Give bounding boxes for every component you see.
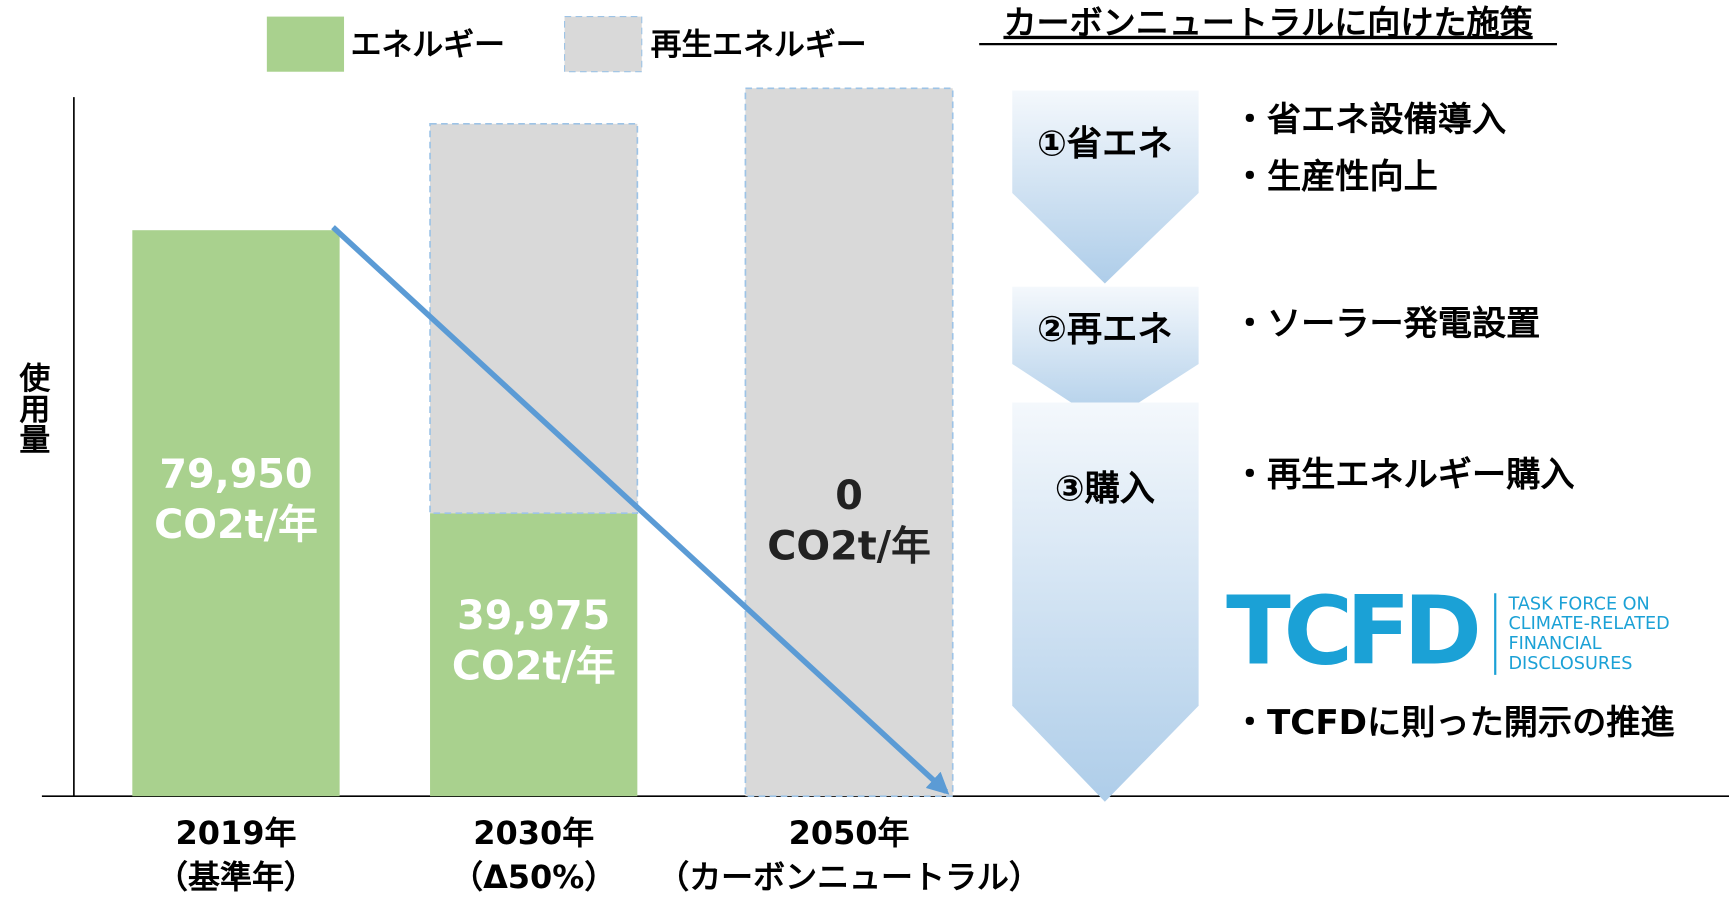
step-item: ・TCFDに則った開示の推進 [1233, 703, 1675, 743]
x-tick-label: 2019年 [175, 814, 296, 852]
value-unit: CO2t/年 [154, 502, 318, 548]
step-label: ①省エネ [1037, 124, 1173, 165]
x-tick-note: （基準年） [156, 858, 316, 896]
legend-label: 再生エネルギー [651, 27, 867, 63]
value-unit: CO2t/年 [452, 644, 616, 690]
step-item: ・ソーラー発電設置 [1233, 304, 1541, 344]
y-axis-label: 使用量 [13, 362, 50, 455]
bar-segment [744, 87, 954, 798]
step-arrow [1012, 286, 1199, 425]
value-label: 39,975 [457, 593, 610, 639]
x-tick-label: 2030年 [473, 814, 594, 852]
value-label: 79,950 [159, 451, 312, 497]
logo-line: FINANCIAL [1508, 634, 1601, 654]
bar-segment [132, 230, 340, 797]
step-label: ②再エネ [1037, 309, 1173, 350]
step-item: ・再生エネルギー購入 [1233, 455, 1575, 495]
logo-line: DISCLOSURES [1508, 654, 1632, 674]
legend-label: エネルギー [351, 27, 505, 63]
value-label: 0 [835, 473, 863, 519]
x-tick-note: （カーボンニュートラル） [657, 858, 1041, 896]
step-arrow [1012, 90, 1199, 284]
step-arrow [1012, 402, 1199, 802]
logo-line: CLIMATE-RELATED [1508, 614, 1669, 634]
trend-arrow [331, 225, 950, 795]
bar-segment [430, 513, 638, 797]
x-tick-label: 2050年 [789, 814, 910, 852]
step-item: ・生産性向上 [1233, 157, 1438, 197]
value-unit: CO2t/年 [767, 524, 931, 570]
bar-segment [429, 123, 639, 515]
legend-swatch [266, 16, 345, 72]
panel-title: カーボンニュートラルに向けた施策 [1003, 3, 1532, 42]
x-tick-note: （Δ50%） [451, 858, 616, 896]
step-label: ③購入 [1055, 469, 1155, 510]
legend-swatch [564, 16, 643, 73]
step-item: ・省エネ設備導入 [1233, 100, 1506, 140]
logo-text: TCFD [1226, 576, 1477, 686]
logo-line: TASK FORCE ON [1507, 594, 1649, 614]
